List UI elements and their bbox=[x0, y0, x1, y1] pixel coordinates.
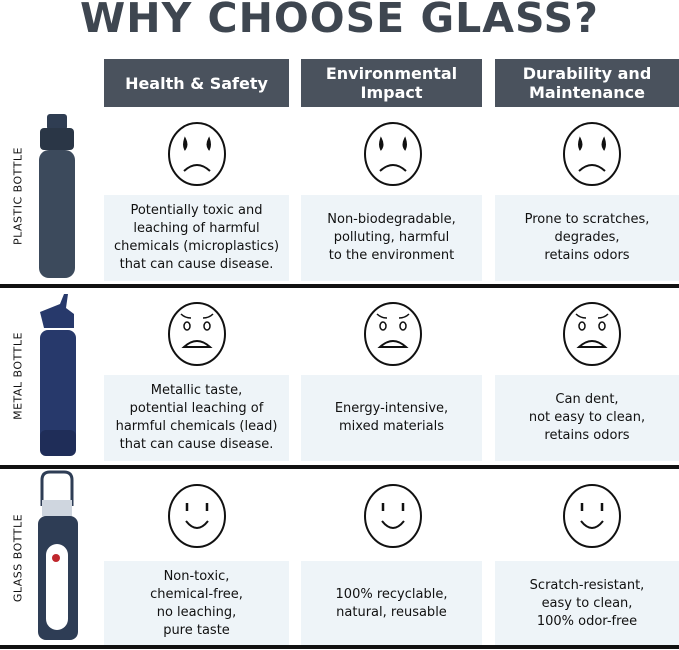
row-divider bbox=[0, 645, 679, 649]
column-header-label: Environmental Impact bbox=[325, 64, 458, 102]
column-header-health: Health & Safety bbox=[104, 59, 289, 107]
comparison-cell: Non-toxic, chemical-free, no leaching, p… bbox=[104, 561, 289, 647]
row-label: GLASS BOTTLE bbox=[11, 513, 25, 603]
plastic-bottle-image bbox=[30, 112, 82, 284]
comparison-cell: Energy-intensive, mixed materials bbox=[301, 375, 482, 461]
worried-face-icon bbox=[167, 301, 227, 367]
row-divider bbox=[0, 284, 679, 288]
worried-face-icon bbox=[562, 301, 622, 367]
page-title: WHY CHOOSE GLASS? bbox=[80, 0, 599, 42]
column-header-durability: Durability and Maintenance bbox=[495, 59, 679, 107]
comparison-cell: Potentially toxic and leaching of harmfu… bbox=[104, 195, 289, 281]
comparison-cell: Can dent, not easy to clean, retains odo… bbox=[495, 375, 679, 461]
row-label: PLASTIC BOTTLE bbox=[11, 146, 25, 245]
smile-face-icon bbox=[562, 483, 622, 549]
sad-face-icon bbox=[363, 121, 423, 187]
glass-bottle-image bbox=[30, 470, 82, 646]
row-label: METAL BOTTLE bbox=[11, 332, 25, 420]
column-header-environment: Environmental Impact bbox=[301, 59, 482, 107]
comparison-cell: Non-biodegradable, polluting, harmful to… bbox=[301, 195, 482, 281]
smile-face-icon bbox=[167, 483, 227, 549]
column-header-label: Health & Safety bbox=[125, 73, 268, 93]
comparison-cell: Metallic taste, potential leaching of ha… bbox=[104, 375, 289, 461]
column-header-label: Durability and Maintenance bbox=[522, 64, 652, 102]
sad-face-icon bbox=[562, 121, 622, 187]
metal-bottle-image bbox=[30, 292, 82, 464]
comparison-cell: Scratch-resistant, easy to clean, 100% o… bbox=[495, 561, 679, 647]
comparison-cell: Prone to scratches, degrades, retains od… bbox=[495, 195, 679, 281]
row-divider bbox=[0, 465, 679, 469]
comparison-cell: 100% recyclable, natural, reusable bbox=[301, 561, 482, 647]
sad-face-icon bbox=[167, 121, 227, 187]
smile-face-icon bbox=[363, 483, 423, 549]
worried-face-icon bbox=[363, 301, 423, 367]
